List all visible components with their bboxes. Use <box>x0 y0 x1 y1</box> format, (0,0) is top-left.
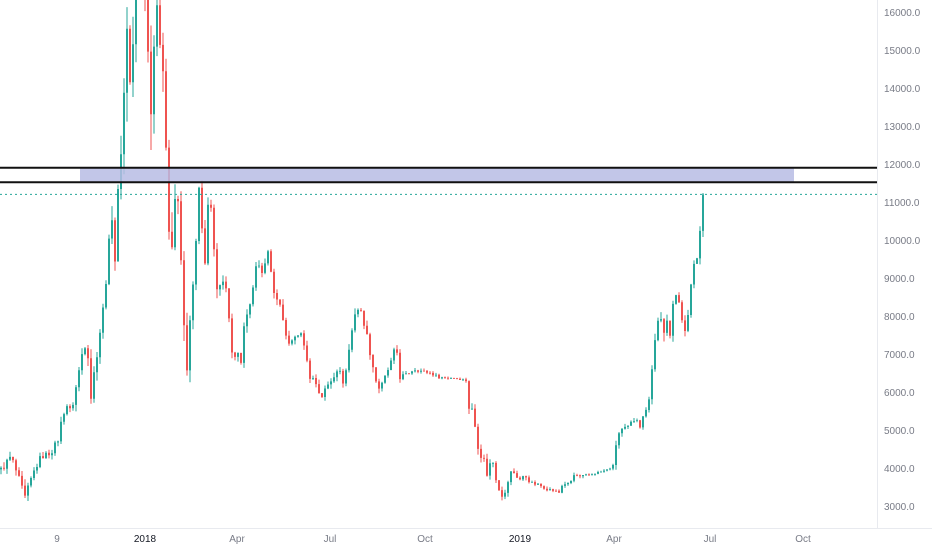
price-axis-label: 7000.0 <box>884 349 915 361</box>
time-axis-label: Apr <box>229 534 245 545</box>
resistance-zone-rectangle[interactable] <box>80 167 794 183</box>
time-axis-label: 9 <box>54 534 60 545</box>
price-axis-label: 10000.0 <box>884 235 921 247</box>
price-axis-label: 12000.0 <box>884 159 921 171</box>
price-axis-label: 11000.0 <box>884 197 920 209</box>
price-axis-label: 3000.0 <box>884 501 915 513</box>
down-candle-bodies <box>3 0 686 497</box>
time-axis-label: Jul <box>703 534 717 545</box>
down-candle-wicks <box>3 0 686 501</box>
price-axis-label: 14000.0 <box>884 83 921 95</box>
time-axis-label: Oct <box>795 534 811 545</box>
price-axis-label: 8000.0 <box>884 311 915 323</box>
candlestick-chart[interactable] <box>0 0 877 528</box>
candles-layer <box>0 0 704 501</box>
price-axis-label: 9000.0 <box>884 273 915 285</box>
price-axis[interactable]: 16000.0 15000.0 14000.0 13000.0 12000.0 11000… <box>877 0 932 528</box>
price-axis-label: 16000.0 <box>884 7 921 19</box>
price-axis-label: 15000.0 <box>884 45 921 57</box>
up-candle-bodies <box>0 0 704 497</box>
time-axis-label: Jul <box>323 534 337 545</box>
price-axis-label: 13000.0 <box>884 121 921 133</box>
price-axis-label: 5000.0 <box>884 425 915 437</box>
up-candle-wicks <box>0 0 704 501</box>
price-axis-label: 6000.0 <box>884 387 915 399</box>
time-axis-label: 2018 <box>133 534 157 545</box>
time-axis-label: Oct <box>417 534 433 545</box>
price-axis-label: 4000.0 <box>884 463 915 475</box>
time-axis[interactable]: 9 2018 Apr Jul Oct 2019 Apr Jul Oct <box>0 528 932 551</box>
time-axis-label: 2019 <box>508 534 532 545</box>
time-axis-label: Apr <box>606 534 622 545</box>
